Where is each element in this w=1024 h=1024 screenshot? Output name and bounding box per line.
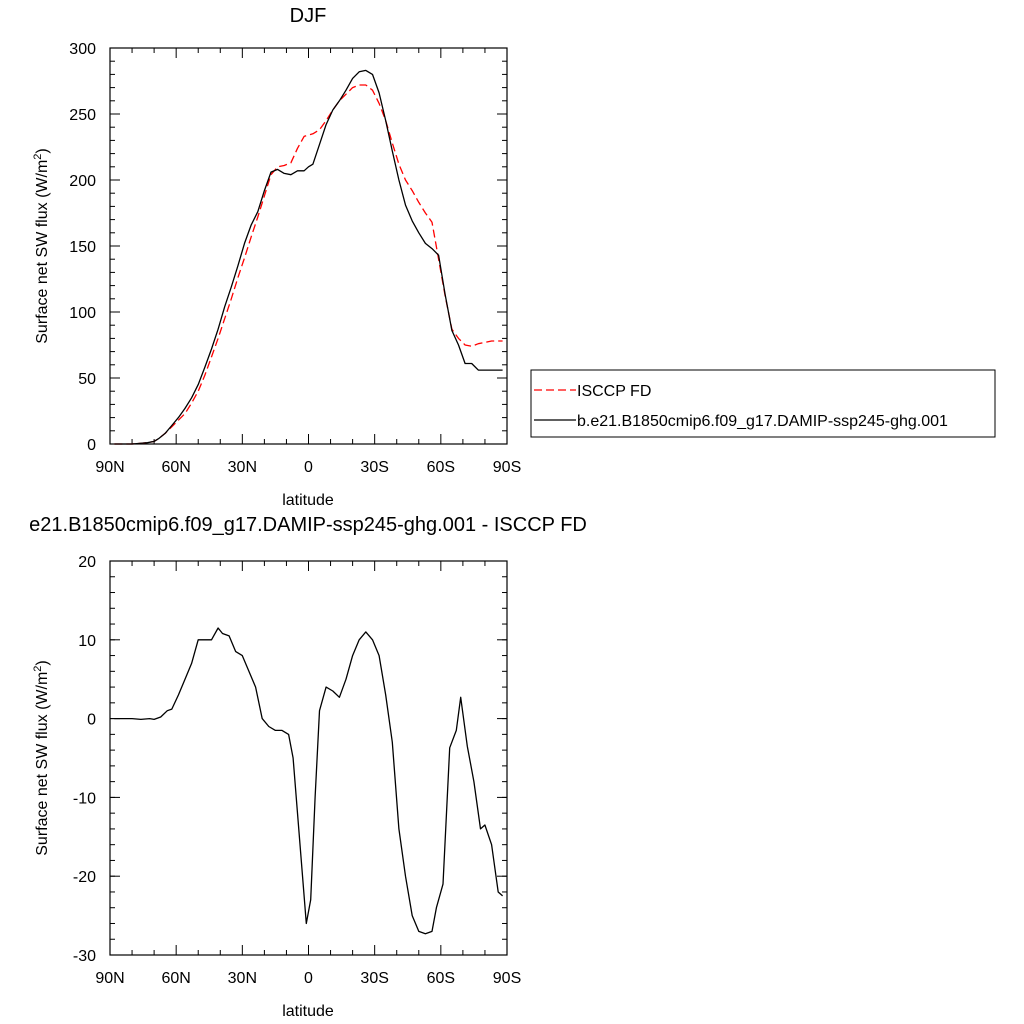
top-x-tick-label: 30S xyxy=(360,459,388,476)
top-x-tick-label: 30N xyxy=(228,459,257,476)
bottom-y-tick-label: 0 xyxy=(87,712,96,729)
top-x-tick-label: 90S xyxy=(493,459,521,476)
top-x-tick-label: 90N xyxy=(95,459,124,476)
top-series-line-1 xyxy=(114,69,503,445)
bottom-y-tick-label: 20 xyxy=(78,554,96,571)
top-x-tick-labels: 90N 60N 30N 0 30S 60S 90S xyxy=(95,459,521,476)
top-x-tick-label: 0 xyxy=(304,459,313,476)
bottom-y-tick-label: -10 xyxy=(73,790,96,807)
top-y-tick-label: 250 xyxy=(69,107,96,124)
top-y-tick-label: 150 xyxy=(69,239,96,256)
top-y-axis-label: Surface net SW flux (W/m2) xyxy=(32,148,51,344)
bottom-x-tick-label: 90N xyxy=(95,970,124,987)
bottom-ticks xyxy=(109,560,508,956)
bottom-y-axis-label: Surface net SW flux (W/m2) xyxy=(32,660,51,856)
bottom-x-tick-label: 30S xyxy=(360,970,388,987)
bottom-y-tick-label: -30 xyxy=(73,948,96,965)
legend-label-model: b.e21.B1850cmip6.f09_g17.DAMIP-ssp245-gh… xyxy=(577,413,948,430)
legend-box xyxy=(530,369,996,438)
bottom-series xyxy=(114,627,504,935)
bottom-series-line-0 xyxy=(114,627,504,935)
top-chart-title: DJF xyxy=(290,5,327,27)
bottom-x-tick-label: 60S xyxy=(427,970,455,987)
bottom-x-tick-labels: 90N 60N 30N 0 30S 60S 90S xyxy=(95,970,521,987)
legend-label-isccp: ISCCP FD xyxy=(577,383,651,400)
bottom-chart-title: e21.B1850cmip6.f09_g17.DAMIP-ssp245-ghg.… xyxy=(29,514,587,536)
top-x-axis-label: latitude xyxy=(282,492,334,509)
top-x-tick-label: 60S xyxy=(427,459,455,476)
top-y-tick-label: 0 xyxy=(87,437,96,454)
bottom-x-tick-label: 60N xyxy=(161,970,190,987)
top-ticks xyxy=(109,47,508,445)
bottom-panel: e21.B1850cmip6.f09_g17.DAMIP-ssp245-ghg.… xyxy=(29,514,587,1020)
top-y-tick-label: 200 xyxy=(69,173,96,190)
bottom-x-axis-label: latitude xyxy=(282,1003,334,1020)
legend: ISCCP FD b.e21.B1850cmip6.f09_g17.DAMIP-… xyxy=(530,369,996,438)
top-panel: DJF 90N 60N 30N 0 30S 60S 90S 0 50 100 150 200 250 3… xyxy=(32,5,521,509)
bottom-plot-frame xyxy=(109,560,508,956)
top-series xyxy=(114,69,503,445)
bottom-x-tick-label: 90S xyxy=(493,970,521,987)
top-y-tick-labels: 0 50 100 150 200 250 300 xyxy=(69,41,96,454)
bottom-y-tick-label: 10 xyxy=(78,633,96,650)
bottom-y-tick-labels: -30 -20 -10 0 10 20 xyxy=(73,554,96,965)
top-x-tick-label: 60N xyxy=(161,459,190,476)
bottom-x-tick-label: 0 xyxy=(304,970,313,987)
top-plot-frame xyxy=(109,47,508,445)
top-y-tick-label: 300 xyxy=(69,41,96,58)
top-series-line-0 xyxy=(114,84,503,445)
top-y-tick-label: 100 xyxy=(69,305,96,322)
top-y-tick-label: 50 xyxy=(78,371,96,388)
bottom-y-tick-label: -20 xyxy=(73,869,96,886)
bottom-x-tick-label: 30N xyxy=(228,970,257,987)
